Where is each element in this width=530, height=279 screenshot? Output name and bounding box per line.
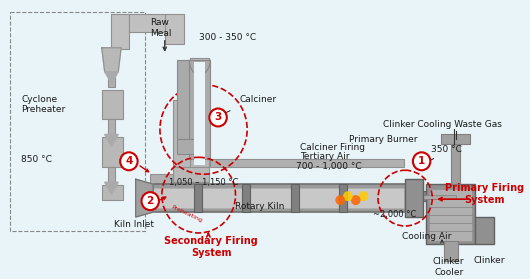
- Bar: [178, 140, 201, 154]
- Circle shape: [351, 195, 360, 205]
- Text: 2: 2: [147, 196, 154, 206]
- Bar: [102, 185, 123, 200]
- Bar: [102, 90, 123, 119]
- Polygon shape: [105, 134, 118, 146]
- Text: Secondary Firing
System: Secondary Firing System: [164, 236, 258, 258]
- Bar: [339, 184, 347, 212]
- Text: 3: 3: [215, 112, 222, 122]
- Bar: [102, 137, 123, 167]
- Bar: [441, 134, 470, 144]
- Text: 300 - 350 °C: 300 - 350 °C: [199, 33, 256, 42]
- Bar: [210, 159, 404, 167]
- Text: Cyclone
Preheater: Cyclone Preheater: [21, 95, 66, 114]
- Bar: [291, 184, 298, 212]
- Bar: [429, 189, 472, 241]
- Bar: [153, 188, 404, 208]
- Polygon shape: [105, 182, 118, 194]
- Polygon shape: [105, 72, 118, 84]
- Bar: [150, 174, 173, 184]
- Bar: [405, 179, 422, 217]
- Text: 700 - 1,000 °C: 700 - 1,000 °C: [296, 162, 361, 171]
- Circle shape: [142, 192, 159, 210]
- Circle shape: [413, 152, 430, 170]
- Text: Calciner Firing: Calciner Firing: [301, 143, 366, 152]
- Bar: [475, 217, 494, 244]
- Bar: [242, 184, 250, 212]
- Text: Clinker
Cooler: Clinker Cooler: [433, 257, 464, 276]
- Bar: [189, 60, 210, 159]
- Circle shape: [359, 191, 368, 201]
- Text: Raw
Meal: Raw Meal: [150, 18, 172, 38]
- Circle shape: [343, 191, 353, 201]
- Text: Calciner: Calciner: [240, 95, 277, 104]
- Bar: [150, 184, 407, 212]
- Bar: [108, 72, 116, 86]
- Bar: [190, 58, 209, 167]
- Bar: [194, 62, 206, 165]
- Bar: [194, 184, 201, 212]
- Text: Cooling Air: Cooling Air: [402, 232, 451, 241]
- Text: Kiln Inlet: Kiln Inlet: [114, 220, 154, 229]
- Bar: [427, 184, 475, 244]
- Bar: [165, 14, 184, 44]
- Text: Tertiary Air: Tertiary Air: [301, 152, 350, 161]
- Polygon shape: [102, 48, 121, 72]
- Text: Primary Burner: Primary Burner: [349, 135, 418, 144]
- Bar: [178, 60, 189, 140]
- Circle shape: [120, 152, 138, 170]
- Text: Clinker: Clinker: [474, 256, 505, 265]
- Bar: [111, 14, 129, 49]
- Text: 4: 4: [125, 156, 132, 166]
- Text: ~2,000 °C: ~2,000 °C: [373, 210, 417, 218]
- Text: 1,050 – 1,150 °C: 1,050 – 1,150 °C: [169, 178, 238, 187]
- Text: Clinker Cooling Waste Gas: Clinker Cooling Waste Gas: [383, 120, 502, 129]
- Bar: [405, 191, 454, 201]
- Bar: [108, 119, 116, 134]
- Bar: [407, 195, 455, 199]
- Text: Rotary Kiln: Rotary Kiln: [235, 202, 285, 211]
- Polygon shape: [136, 179, 153, 217]
- Text: 1: 1: [418, 156, 425, 166]
- Bar: [444, 241, 458, 261]
- Text: 350 °C: 350 °C: [431, 145, 462, 154]
- Text: Preheating: Preheating: [171, 205, 204, 223]
- Bar: [450, 140, 461, 184]
- Bar: [173, 167, 209, 182]
- Text: 850 °C: 850 °C: [21, 155, 52, 164]
- Circle shape: [335, 195, 345, 205]
- Bar: [129, 14, 167, 32]
- Text: Primary Firing
System: Primary Firing System: [445, 183, 524, 205]
- Circle shape: [209, 109, 227, 126]
- Bar: [173, 100, 190, 167]
- Bar: [108, 167, 116, 182]
